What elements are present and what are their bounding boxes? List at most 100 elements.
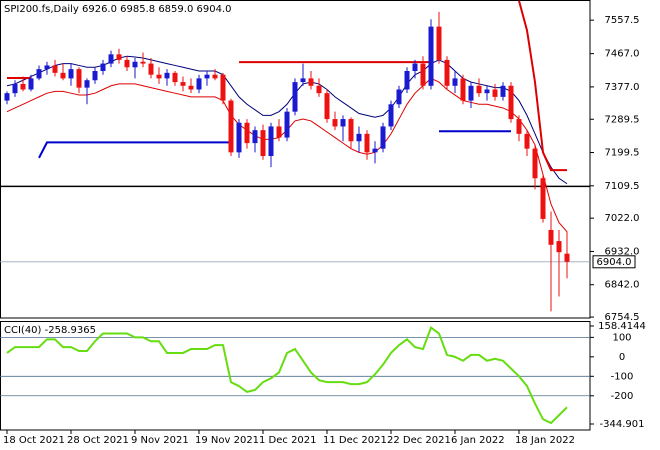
candle-body: [132, 61, 138, 68]
candle-body: [404, 70, 410, 90]
candle-body: [476, 85, 482, 94]
candle-body: [340, 119, 346, 127]
price-panel-frame: [0, 0, 591, 319]
candle-body: [444, 59, 450, 86]
candle-body: [516, 119, 522, 134]
candle-body: [100, 63, 106, 71]
axes: 7557.5 7467.0 7377.0 7289.5 7199.5 7109.5 7022…: [3, 15, 646, 446]
candle-body: [452, 78, 458, 86]
candle-body: [388, 104, 394, 127]
candle-body: [60, 72, 66, 79]
candle-body: [532, 148, 538, 179]
candle-body: [180, 82, 186, 86]
chart-title: SPI200.fs,Daily 6926.0 6985.8 6859.0 690…: [4, 4, 231, 15]
candle-body: [76, 69, 82, 88]
candle-body: [108, 54, 114, 64]
indicator-line: [6, 77, 568, 233]
candle-body: [316, 85, 322, 94]
candle-body: [396, 89, 402, 105]
candle-body: [412, 63, 418, 71]
y-tick-label: 7022.0: [605, 213, 640, 224]
candle-body: [188, 85, 194, 90]
candle-body: [44, 65, 50, 70]
y-tick-label: 6932.0: [605, 246, 640, 257]
candle-body: [236, 122, 242, 153]
candle-body: [276, 126, 282, 138]
x-tick-label: 18 Oct 2021: [3, 435, 65, 446]
candle-body: [564, 253, 570, 262]
candle-body: [124, 59, 130, 68]
y-tick-label: 7377.0: [605, 82, 640, 93]
candle-body: [556, 241, 562, 253]
candle-body: [228, 100, 234, 153]
candle-body: [324, 93, 330, 120]
y-tick-label: 7467.0: [605, 49, 640, 60]
candle-body: [500, 85, 506, 97]
candle-body: [492, 89, 498, 97]
candle-body: [212, 74, 218, 79]
candle-body: [524, 133, 530, 149]
price-plot: [0, 0, 590, 312]
candle-body: [308, 78, 314, 86]
candle-body: [172, 72, 178, 83]
y-tick-label: 7557.5: [605, 15, 640, 26]
candle-body: [268, 126, 274, 157]
y-tick-label: 7289.5: [605, 114, 640, 125]
candle-body: [380, 126, 386, 149]
candle-body: [92, 70, 98, 81]
candle-body: [252, 130, 258, 144]
candle-body: [116, 54, 122, 60]
last-price-box: [592, 255, 636, 269]
candle-body: [468, 85, 474, 101]
x-tick-label: 19 Nov 2021: [195, 435, 259, 446]
candle-body: [244, 122, 250, 144]
y-tick-label: 7199.5: [605, 148, 640, 159]
candle-body: [164, 72, 170, 79]
y-tick-label: 6754.5: [605, 312, 640, 323]
candle-body: [436, 26, 442, 60]
indicator-line: [38, 130, 511, 159]
candle-body: [140, 61, 146, 64]
candle-body: [52, 65, 58, 73]
candle-body: [356, 133, 362, 142]
candle-body: [156, 74, 162, 79]
y-tick-label: 100: [612, 332, 631, 343]
candle-body: [292, 82, 298, 112]
candle-body: [420, 63, 426, 86]
x-tick-label: 6 Jan 2022: [451, 435, 505, 446]
candle-body: [20, 83, 26, 90]
candle-body: [284, 111, 290, 138]
y-tick-label: -200: [611, 391, 634, 402]
y-tick-label: -100: [611, 371, 634, 382]
candle-body: [12, 83, 18, 94]
y-tick-label: 7109.5: [605, 181, 640, 192]
candle-body: [484, 89, 490, 94]
candle-body: [220, 74, 226, 101]
candle-body: [548, 229, 554, 245]
candle-body: [28, 78, 34, 90]
x-tick-label: 18 Jan 2022: [515, 435, 575, 446]
candle-body: [68, 69, 74, 79]
y-tick-label: 0: [619, 352, 625, 363]
indicator-line: [7, 0, 567, 172]
candle-body: [372, 148, 378, 153]
candle-body: [428, 26, 434, 86]
candle-body: [196, 78, 202, 90]
candle-body: [364, 133, 370, 153]
candle-body: [348, 119, 354, 142]
y-tick-label: 6842.0: [605, 280, 640, 291]
x-tick-label: 1 Dec 2021: [259, 435, 317, 446]
last-price-label: 6904.0: [597, 257, 632, 268]
cci-line: [6, 326, 568, 425]
indicator-line: [6, 55, 568, 185]
candle-body: [460, 78, 466, 101]
cci-plot: [0, 326, 590, 425]
candle-body: [36, 69, 42, 79]
cci-panel-frame: [0, 321, 591, 431]
cci-title: CCI(40) -258.9365: [4, 325, 96, 336]
candle-body: [204, 74, 210, 79]
candle-body: [4, 93, 10, 101]
candle-body: [508, 85, 514, 120]
